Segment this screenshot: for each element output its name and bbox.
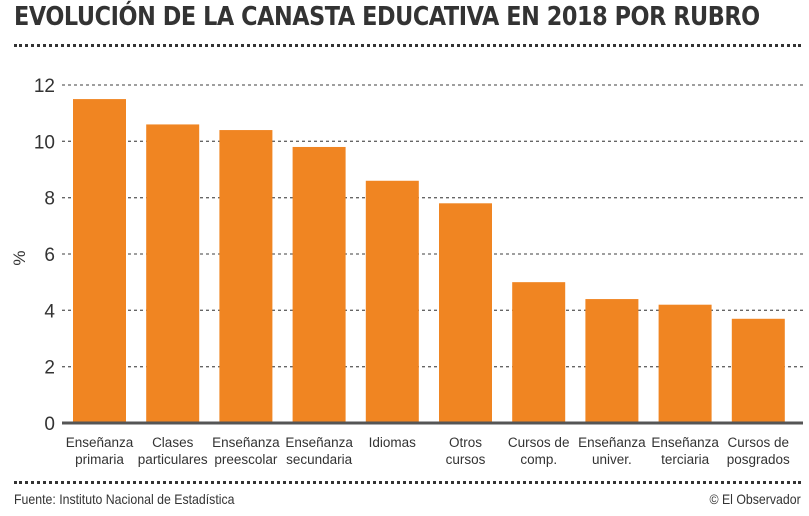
y-tick-label: 12 <box>34 76 55 97</box>
y-tick-label: 8 <box>44 189 55 210</box>
x-tick-label-line: Idiomas <box>369 435 417 450</box>
x-tick-label-line: primaria <box>75 452 124 467</box>
bar <box>439 203 492 422</box>
title-divider <box>14 44 801 47</box>
bar <box>658 304 712 422</box>
x-tick-label-line: cursos <box>446 452 486 467</box>
x-tick-label-line: particulares <box>138 452 208 467</box>
bar-chart: 0 2 4 6 8 10 12 Enseñanza primaria Clases particu… <box>10 76 803 467</box>
y-tick-label: 2 <box>44 358 55 379</box>
x-tick-label-line: Enseñanza <box>651 435 719 450</box>
category-labels: Enseñanza primaria Clases particulares Enseñ… <box>66 435 790 467</box>
x-tick-label-line: secundaria <box>286 452 353 467</box>
bar <box>146 124 200 422</box>
x-tick-label: Enseñanza secundaria <box>285 435 353 467</box>
copyright-credit: © El Observador <box>709 491 801 507</box>
bar <box>292 146 346 422</box>
x-tick-label-line: Enseñanza <box>578 435 646 450</box>
x-tick-label-line: Cursos de <box>508 435 570 450</box>
footer-divider <box>14 481 801 484</box>
bar <box>219 130 273 423</box>
x-tick-label-line: Cursos de <box>728 435 790 450</box>
x-tick-label: Idiomas <box>369 435 417 450</box>
x-tick-label: Enseñanza preescolar <box>212 435 280 467</box>
bar <box>365 180 419 422</box>
x-tick-label-line: Enseñanza <box>66 435 134 450</box>
y-tick-label: 10 <box>34 132 55 153</box>
x-tick-label-line: Clases <box>152 435 194 450</box>
y-axis-label: % <box>10 250 29 265</box>
x-tick-label-line: Otros <box>449 435 482 450</box>
x-tick-label: Cursos de comp. <box>508 435 570 467</box>
x-tick-label: Enseñanza univer. <box>578 435 646 467</box>
x-tick-label-line: preescolar <box>214 452 278 467</box>
x-tick-label: Enseñanza primaria <box>66 435 134 467</box>
x-tick-label: Clases particulares <box>138 435 208 467</box>
x-tick-label: Otros cursos <box>446 435 486 467</box>
x-tick-label-line: posgrados <box>727 452 790 467</box>
x-tick-label-line: univer. <box>592 452 632 467</box>
bars <box>73 99 785 423</box>
x-tick-label-line: terciaria <box>661 452 710 467</box>
x-tick-label: Enseñanza terciaria <box>651 435 719 467</box>
chart-title: EVOLUCIÓN DE LA CANASTA EDUCATIVA EN 201… <box>14 2 760 32</box>
x-tick-label-line: comp. <box>520 452 557 467</box>
source-note: Fuente: Instituto Nacional de Estadístic… <box>14 491 235 507</box>
x-tick-label: Cursos de posgrados <box>727 435 790 467</box>
bar <box>585 299 639 422</box>
axes: 0 2 4 6 8 10 12 <box>34 76 803 435</box>
x-tick-label-line: Enseñanza <box>212 435 280 450</box>
x-tick-label-line: Enseñanza <box>285 435 353 450</box>
bar <box>512 282 566 422</box>
bar <box>731 318 785 422</box>
y-tick-label: 4 <box>44 301 55 322</box>
bar <box>73 99 126 422</box>
y-tick-label: 0 <box>44 414 55 435</box>
y-tick-label: 6 <box>44 245 55 266</box>
